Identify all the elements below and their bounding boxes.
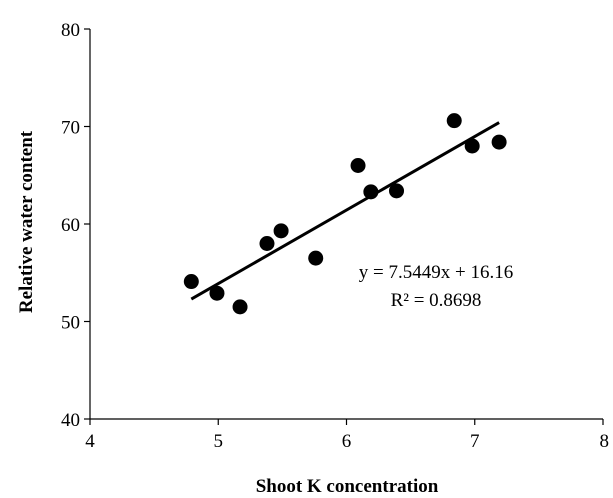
- y-axis-ticks: [84, 28, 90, 420]
- x-tick-label-0: 4: [85, 431, 95, 452]
- data-point-3: [259, 236, 275, 251]
- y-axis-title: Relative water content: [16, 130, 37, 313]
- data-point-1: [209, 285, 225, 301]
- data-point-6: [350, 158, 366, 173]
- trendline: [190, 121, 500, 301]
- x-tick-label-3: 7: [470, 431, 480, 452]
- x-tick-label-4: 8: [600, 431, 610, 452]
- y-tick-label-4: 80: [61, 20, 80, 41]
- y-tick-label-2: 60: [61, 215, 80, 236]
- data-point-5: [308, 250, 324, 266]
- x-axis-tick-labels: 4 5 6 7 8: [85, 431, 609, 452]
- trendline-equation: y = 7.5449x + 16.16: [359, 262, 513, 283]
- data-point-0: [183, 274, 199, 290]
- data-point-7: [363, 184, 379, 200]
- y-tick-label-0: 40: [61, 410, 80, 431]
- data-point-11: [491, 134, 507, 150]
- data-point-9: [446, 113, 462, 129]
- x-axis-title: Shoot K concentration: [256, 476, 439, 497]
- y-tick-label-1: 50: [61, 313, 80, 334]
- x-tick-label-1: 5: [214, 431, 224, 452]
- data-point-10: [464, 138, 480, 154]
- x-axis-ticks: [89, 419, 604, 425]
- y-axis-tick-labels: 40 50 60 70 80: [61, 20, 80, 431]
- data-point-4: [273, 223, 289, 239]
- data-points: [183, 113, 507, 315]
- data-point-2: [232, 299, 248, 315]
- y-tick-label-3: 70: [61, 118, 80, 139]
- r-squared-label: R² = 0.8698: [391, 290, 482, 311]
- x-tick-label-2: 6: [342, 431, 352, 452]
- data-point-8: [389, 183, 405, 199]
